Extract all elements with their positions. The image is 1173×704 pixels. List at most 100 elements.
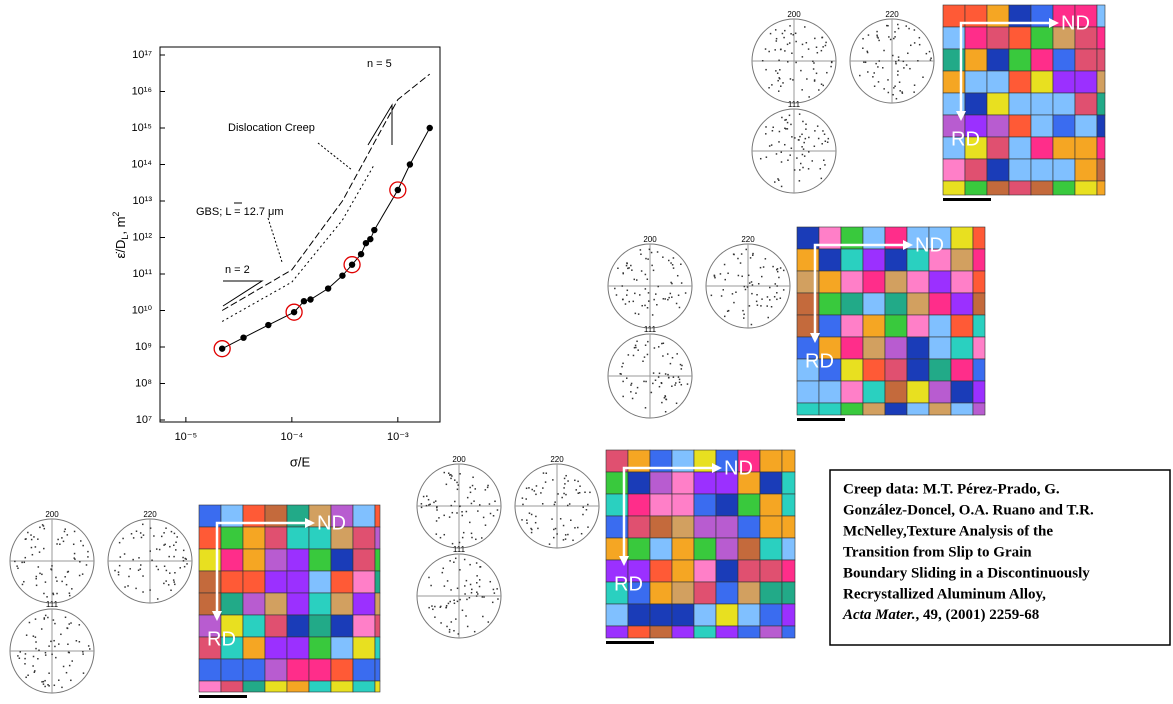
pole-dot — [445, 604, 448, 607]
pole-dot — [53, 684, 56, 687]
pole-dot — [137, 569, 140, 572]
pole-dot — [119, 556, 122, 558]
pole-dot — [163, 582, 165, 585]
pole-dot — [450, 589, 452, 591]
pole-dot — [897, 70, 899, 72]
pole-dot — [798, 139, 800, 141]
pole-dot — [429, 503, 431, 506]
pole-dot — [897, 56, 900, 58]
pole-dot — [917, 60, 919, 62]
pole-dot — [743, 313, 745, 316]
grain — [759, 603, 783, 627]
pole-dot — [54, 645, 56, 648]
pole-dot — [439, 536, 442, 539]
pole-dot — [632, 300, 635, 303]
pole-dot — [64, 576, 66, 578]
pole-dot — [422, 495, 425, 498]
grain — [242, 680, 266, 693]
pole-dot — [44, 679, 46, 682]
pole-dot — [74, 558, 76, 560]
pole-dot — [663, 397, 666, 399]
pole-dot — [803, 141, 805, 144]
pole-dot — [788, 42, 791, 44]
pole-dot — [16, 565, 18, 567]
slope-triangle — [367, 103, 393, 146]
pole-dot — [622, 380, 624, 383]
pole-dot — [662, 298, 665, 300]
pole-dot — [566, 504, 569, 507]
pole-dot — [43, 547, 45, 550]
pole-dot — [775, 40, 778, 42]
pole-label: 220 — [885, 10, 899, 19]
pole-dot — [713, 275, 716, 277]
pole-dot — [628, 300, 631, 303]
pole-dot — [799, 135, 801, 138]
y-label-sub: L — [120, 235, 130, 240]
pole-label: 111 — [644, 325, 657, 334]
pole-dot — [670, 262, 672, 264]
pole-dot — [35, 584, 38, 587]
grain — [840, 292, 864, 316]
pole-dot — [635, 346, 637, 349]
arrow — [813, 243, 905, 335]
orientation-map — [198, 504, 381, 693]
pole-dot — [727, 309, 730, 312]
grain — [759, 515, 783, 539]
pole-dot — [672, 376, 675, 378]
grain — [964, 70, 988, 94]
pole-dot — [644, 344, 647, 346]
pole-dot — [35, 577, 37, 580]
pole-dot — [866, 51, 869, 54]
pole-dot — [913, 84, 916, 86]
grain — [220, 658, 244, 682]
pole-dot — [675, 382, 677, 384]
pole-dot — [81, 573, 84, 575]
grain — [330, 680, 354, 693]
pole-dot — [646, 353, 649, 356]
pole-dot — [459, 569, 461, 571]
grain — [862, 402, 886, 416]
pole-dot — [671, 356, 674, 359]
pole-dot — [67, 570, 70, 573]
pole-dot — [750, 281, 753, 283]
pole-dot — [801, 153, 804, 156]
grain — [737, 581, 761, 605]
grain — [759, 559, 783, 583]
pole-dot — [488, 503, 491, 505]
pole-dot — [784, 29, 786, 32]
grain — [928, 380, 952, 404]
pole-dot — [30, 538, 33, 541]
pole-dot — [469, 521, 471, 524]
grain — [693, 581, 717, 605]
pole-dot — [153, 535, 155, 537]
pole-dot — [469, 563, 471, 566]
pole-dot — [173, 555, 175, 558]
grain — [906, 314, 930, 338]
pole-dot — [24, 663, 26, 665]
pole-dot — [755, 300, 758, 303]
pole-dot — [173, 532, 176, 535]
pole-dot — [44, 654, 47, 656]
pole-dot — [472, 476, 474, 479]
pole-dot — [653, 298, 655, 301]
pole-dot — [43, 617, 46, 619]
pole-dot — [435, 533, 438, 535]
pole-dot — [799, 162, 802, 165]
pole-dot — [859, 74, 861, 77]
grain — [972, 336, 986, 360]
pole-dot — [439, 606, 442, 608]
pole-dot — [466, 598, 468, 601]
pole-dot — [650, 251, 653, 254]
pole-dot — [660, 382, 663, 384]
pole-dot — [680, 383, 683, 386]
grain — [796, 402, 820, 416]
pole-dot — [798, 180, 801, 182]
pole-dot — [672, 257, 675, 259]
pole-dot — [791, 52, 793, 55]
arrow-head — [712, 463, 722, 473]
pole-dot — [71, 588, 73, 590]
grain — [862, 292, 886, 316]
grain — [605, 603, 629, 627]
pole-dot — [786, 43, 789, 46]
pole-dot — [464, 585, 466, 587]
